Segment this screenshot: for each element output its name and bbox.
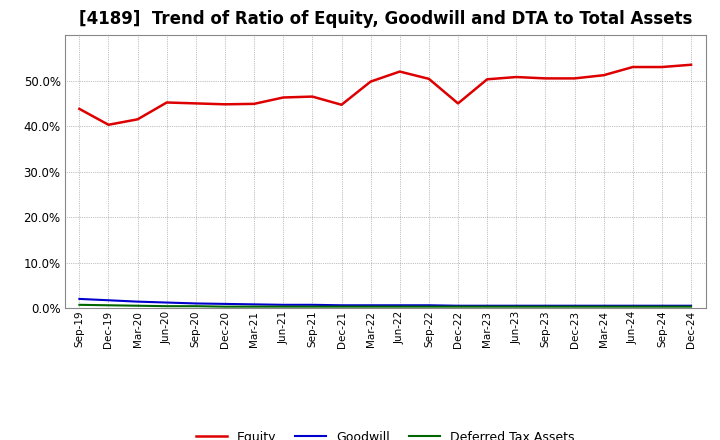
Equity [163, 100, 171, 105]
Deferred Tax Assets [163, 304, 171, 309]
Deferred Tax Assets [541, 304, 550, 309]
Equity [599, 73, 608, 78]
Equity [279, 95, 287, 100]
Goodwill [454, 303, 462, 308]
Equity [425, 76, 433, 81]
Deferred Tax Assets [483, 304, 492, 309]
Goodwill [192, 301, 200, 306]
Title: [4189]  Trend of Ratio of Equity, Goodwill and DTA to Total Assets: [4189] Trend of Ratio of Equity, Goodwil… [78, 10, 692, 28]
Equity [366, 79, 375, 84]
Goodwill [220, 301, 229, 307]
Deferred Tax Assets [395, 304, 404, 309]
Equity [687, 62, 696, 67]
Deferred Tax Assets [687, 304, 696, 309]
Deferred Tax Assets [570, 304, 579, 309]
Deferred Tax Assets [75, 302, 84, 308]
Equity [541, 76, 550, 81]
Deferred Tax Assets [192, 304, 200, 309]
Equity [75, 106, 84, 111]
Deferred Tax Assets [308, 304, 317, 309]
Equity [337, 102, 346, 107]
Equity [220, 102, 229, 107]
Equity [454, 101, 462, 106]
Equity [657, 64, 666, 70]
Goodwill [75, 296, 84, 301]
Goodwill [104, 297, 113, 303]
Goodwill [483, 303, 492, 308]
Goodwill [308, 302, 317, 308]
Equity [570, 76, 579, 81]
Equity [512, 74, 521, 80]
Equity [250, 101, 258, 106]
Goodwill [163, 300, 171, 305]
Goodwill [599, 303, 608, 308]
Line: Equity: Equity [79, 65, 691, 125]
Equity [308, 94, 317, 99]
Line: Deferred Tax Assets: Deferred Tax Assets [79, 305, 691, 307]
Equity [629, 64, 637, 70]
Deferred Tax Assets [366, 304, 375, 309]
Equity [395, 69, 404, 74]
Deferred Tax Assets [512, 304, 521, 309]
Goodwill [687, 303, 696, 308]
Goodwill [133, 299, 142, 304]
Goodwill [425, 303, 433, 308]
Equity [104, 122, 113, 128]
Goodwill [541, 303, 550, 308]
Goodwill [250, 302, 258, 307]
Goodwill [512, 303, 521, 308]
Deferred Tax Assets [279, 304, 287, 309]
Deferred Tax Assets [425, 304, 433, 309]
Goodwill [366, 303, 375, 308]
Goodwill [570, 303, 579, 308]
Deferred Tax Assets [104, 303, 113, 308]
Goodwill [279, 302, 287, 308]
Equity [133, 117, 142, 122]
Deferred Tax Assets [657, 304, 666, 309]
Deferred Tax Assets [599, 304, 608, 309]
Deferred Tax Assets [220, 304, 229, 309]
Legend: Equity, Goodwill, Deferred Tax Assets: Equity, Goodwill, Deferred Tax Assets [196, 431, 575, 440]
Goodwill [337, 303, 346, 308]
Equity [483, 77, 492, 82]
Deferred Tax Assets [337, 304, 346, 309]
Equity [192, 101, 200, 106]
Goodwill [629, 303, 637, 308]
Deferred Tax Assets [454, 304, 462, 309]
Line: Goodwill: Goodwill [79, 299, 691, 306]
Goodwill [657, 303, 666, 308]
Deferred Tax Assets [250, 304, 258, 309]
Goodwill [395, 303, 404, 308]
Deferred Tax Assets [629, 304, 637, 309]
Deferred Tax Assets [133, 303, 142, 308]
